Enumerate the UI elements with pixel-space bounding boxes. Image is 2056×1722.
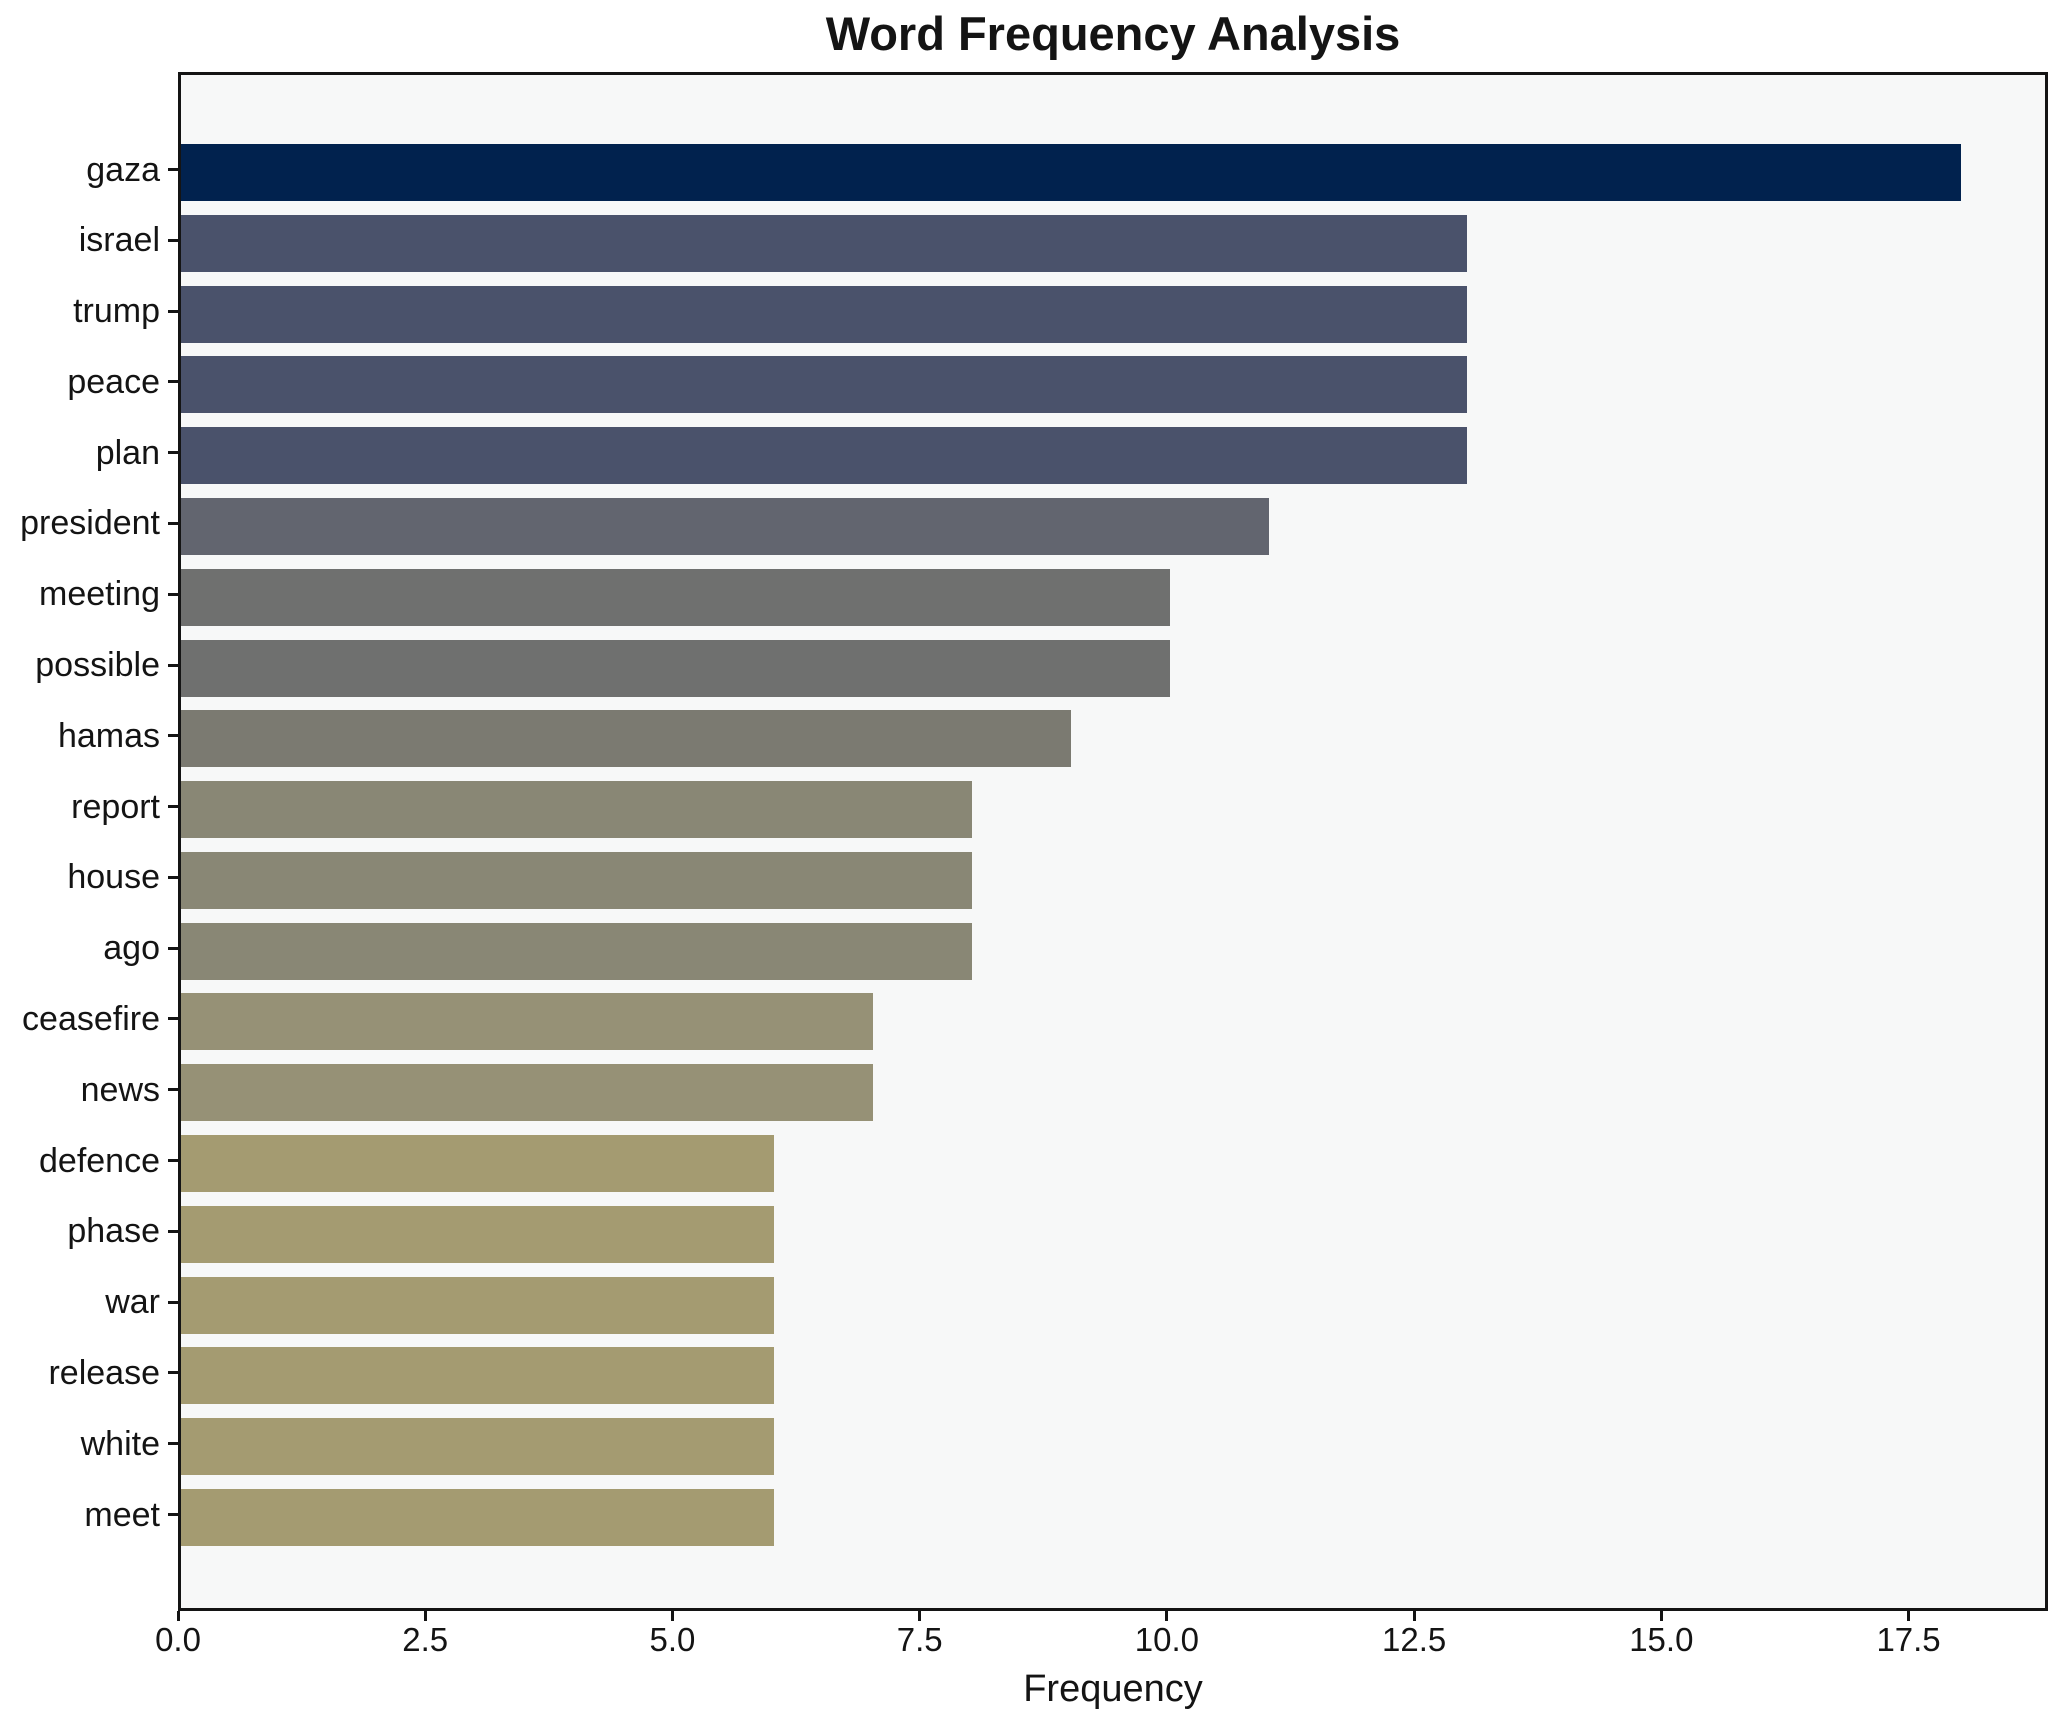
x-tick-label-5.0: 5.0 [649, 1621, 696, 1658]
y-tick-label-report: report [71, 787, 160, 826]
bar-possible [181, 639, 1170, 697]
x-tick-mark-10.0 [1165, 1611, 1169, 1621]
y-tick-label-israel: israel [78, 221, 160, 260]
x-tick-mark-5.0 [670, 1611, 674, 1621]
chart-title: Word Frequency Analysis [825, 7, 1401, 60]
y-tick-label-meet: meet [84, 1495, 160, 1534]
x-tick-label-2.5: 2.5 [402, 1621, 449, 1658]
y-tick-label-president: president [20, 504, 160, 543]
y-tick-mark-report [168, 805, 178, 809]
bar-president [181, 497, 1269, 555]
bar-israel [181, 214, 1467, 272]
bar-meet [181, 1489, 775, 1546]
y-tick-label-phase: phase [67, 1212, 160, 1251]
y-tick-label-house: house [67, 858, 160, 897]
x-tick-mark-7.5 [918, 1611, 922, 1621]
bar-house [181, 851, 973, 909]
y-tick-mark-israel [168, 238, 178, 242]
y-tick-label-hamas: hamas [57, 716, 160, 755]
y-tick-mark-release [168, 1371, 178, 1375]
y-tick-mark-possible [168, 663, 178, 667]
bar-ago [181, 922, 973, 980]
bar-defence [181, 1135, 775, 1193]
y-tick-label-gaza: gaza [86, 150, 160, 189]
y-tick-label-plan: plan [95, 433, 160, 472]
y-tick-mark-ago [168, 946, 178, 950]
y-tick-mark-trump [168, 309, 178, 313]
y-tick-mark-defence [168, 1159, 178, 1163]
y-tick-mark-phase [168, 1229, 178, 1233]
y-tick-label-meeting: meeting [39, 575, 160, 614]
y-tick-mark-peace [168, 380, 178, 384]
y-tick-label-ceasefire: ceasefire [22, 999, 160, 1038]
y-tick-label-possible: possible [35, 646, 160, 685]
bar-plan [181, 427, 1467, 485]
x-tick-mark-12.5 [1412, 1611, 1416, 1621]
y-tick-mark-gaza [168, 168, 178, 171]
bar-ceasefire [181, 993, 874, 1051]
y-tick-mark-plan [168, 451, 178, 455]
bar-release [181, 1347, 775, 1405]
x-tick-label-0.0: 0.0 [155, 1621, 201, 1658]
y-tick-label-ago: ago [103, 929, 160, 968]
y-tick-mark-white [168, 1442, 178, 1446]
bar-gaza [181, 144, 1961, 201]
bar-hamas [181, 710, 1071, 768]
y-tick-mark-news [168, 1088, 178, 1092]
y-tick-label-release: release [48, 1353, 160, 1392]
y-tick-label-defence: defence [39, 1141, 160, 1180]
y-tick-mark-ceasefire [168, 1017, 178, 1021]
bar-meeting [181, 568, 1170, 626]
bar-white [181, 1418, 775, 1476]
bar-trump [181, 285, 1467, 343]
y-tick-mark-president [168, 521, 178, 525]
y-tick-label-news: news [80, 1070, 160, 1109]
y-tick-mark-meet [168, 1513, 178, 1516]
x-tick-mark-0.0 [176, 1611, 180, 1621]
bar-news [181, 1064, 874, 1122]
plot-area [178, 72, 2048, 1611]
x-tick-mark-17.5 [1907, 1611, 1911, 1621]
x-tick-label-7.5: 7.5 [896, 1621, 943, 1658]
y-tick-mark-house [168, 875, 178, 879]
bar-peace [181, 356, 1467, 414]
x-axis-title: Frequency [1023, 1668, 1203, 1710]
x-tick-mark-15.0 [1659, 1611, 1663, 1621]
y-tick-label-white: white [80, 1424, 160, 1463]
y-tick-label-peace: peace [67, 362, 160, 401]
y-tick-label-war: war [105, 1283, 160, 1322]
bar-report [181, 781, 973, 839]
y-tick-mark-war [168, 1300, 178, 1304]
bar-phase [181, 1205, 775, 1263]
x-tick-mark-2.5 [423, 1611, 427, 1621]
x-tick-label-17.5: 17.5 [1876, 1621, 1941, 1658]
y-tick-label-trump: trump [73, 292, 160, 331]
x-tick-label-10.0: 10.0 [1134, 1621, 1199, 1658]
bar-war [181, 1276, 775, 1334]
y-tick-mark-hamas [168, 734, 178, 738]
y-tick-mark-meeting [168, 592, 178, 596]
x-tick-label-12.5: 12.5 [1381, 1621, 1447, 1658]
x-tick-label-15.0: 15.0 [1629, 1621, 1694, 1658]
